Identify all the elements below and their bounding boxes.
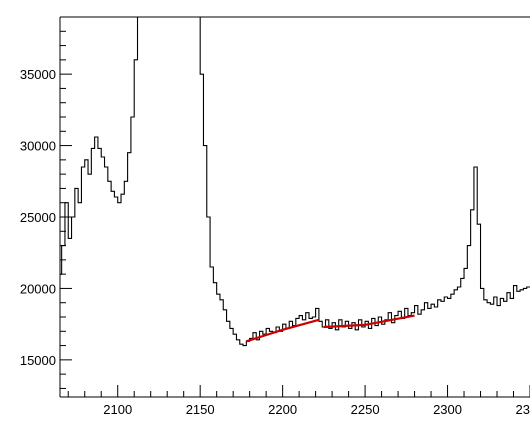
y-tick-label: 15000 xyxy=(20,353,56,368)
x-tick-label: 2300 xyxy=(433,402,462,417)
y-tick-label: 25000 xyxy=(20,210,56,225)
histogram-step-line xyxy=(60,17,530,347)
x-tick-label: 2350 xyxy=(516,402,530,417)
x-tick-label: 2200 xyxy=(268,402,297,417)
series-group xyxy=(60,17,530,347)
y-tick-label: 30000 xyxy=(20,139,56,154)
fit-curve-2 xyxy=(323,314,415,329)
y-tick-label: 20000 xyxy=(20,281,56,296)
axes-layer: 2100 2150 2200 2250 2300 2350 15000 20000 25000 3… xyxy=(20,16,530,417)
plot-layer xyxy=(60,17,530,347)
x-tick-label: 2250 xyxy=(351,402,380,417)
fit-curve-1 xyxy=(246,318,320,343)
x-tick-label: 2100 xyxy=(103,402,132,417)
x-tick-label: 2150 xyxy=(186,402,215,417)
y-tick-label: 35000 xyxy=(20,67,56,82)
